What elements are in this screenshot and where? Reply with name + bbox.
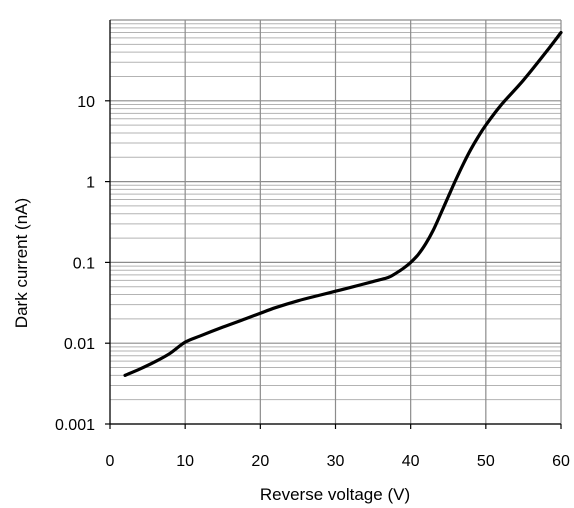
x-axis-label: Reverse voltage (V) <box>260 485 410 504</box>
x-tick-label: 60 <box>552 453 570 470</box>
x-tick-label: 50 <box>477 453 495 470</box>
y-tick-label: 0.001 <box>55 417 95 434</box>
y-tick-labels: 0.001 0.01 0.1 1 10 <box>55 94 95 434</box>
x-tick-labels: 0 10 20 30 40 50 60 <box>106 453 570 470</box>
y-tick-label: 0.1 <box>73 255 95 272</box>
x-tick-label: 10 <box>176 453 194 470</box>
x-tick-label: 20 <box>251 453 269 470</box>
x-tick-label: 0 <box>106 453 115 470</box>
y-axis-label: Dark current (nA) <box>12 198 31 328</box>
major-gridlines <box>109 19 562 425</box>
x-tick-label: 40 <box>402 453 420 470</box>
dark-current-line <box>123 30 563 377</box>
y-tick-label: 1 <box>86 175 95 192</box>
x-tick-label: 30 <box>327 453 345 470</box>
y-tick-label: 0.01 <box>64 336 95 353</box>
y-tick-label: 10 <box>77 94 95 111</box>
series-layer <box>123 30 563 377</box>
axes <box>105 20 562 429</box>
